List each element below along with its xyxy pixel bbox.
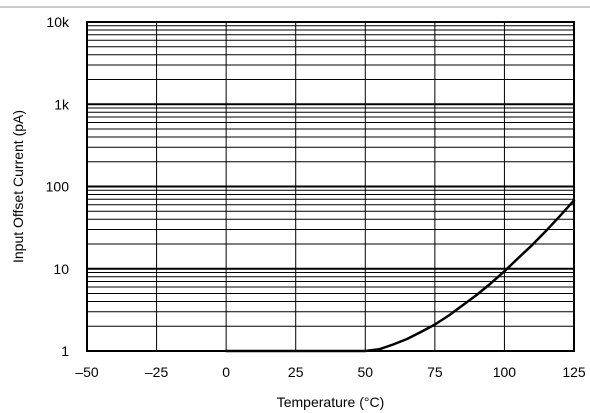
x-tick-labels: –50 –25 0 25 50 75 100 125	[75, 364, 586, 380]
plot-frame	[86, 21, 575, 352]
grid	[87, 22, 574, 351]
y-tick-label: 10	[53, 261, 69, 277]
x-tick-label: 25	[288, 364, 304, 380]
y-tick-label: 10k	[46, 14, 70, 30]
y-tick-label: 100	[46, 179, 70, 195]
x-axis-title: Temperature (°C)	[277, 394, 385, 410]
x-tick-label: 100	[493, 364, 517, 380]
data-series	[224, 199, 576, 353]
x-tick-label: 0	[222, 364, 230, 380]
y-tick-labels: 1 10 100 1k 10k	[46, 14, 70, 359]
y-tick-label: 1	[61, 343, 69, 359]
x-tick-label: 125	[562, 364, 586, 380]
x-tick-label: –25	[145, 364, 169, 380]
x-tick-label: –50	[75, 364, 99, 380]
x-tick-label: 50	[357, 364, 373, 380]
x-tick-label: 75	[427, 364, 443, 380]
series-line	[224, 199, 576, 353]
y-axis-title: Input Offset Current (pA)	[10, 110, 26, 263]
y-tick-label: 1k	[54, 96, 70, 112]
